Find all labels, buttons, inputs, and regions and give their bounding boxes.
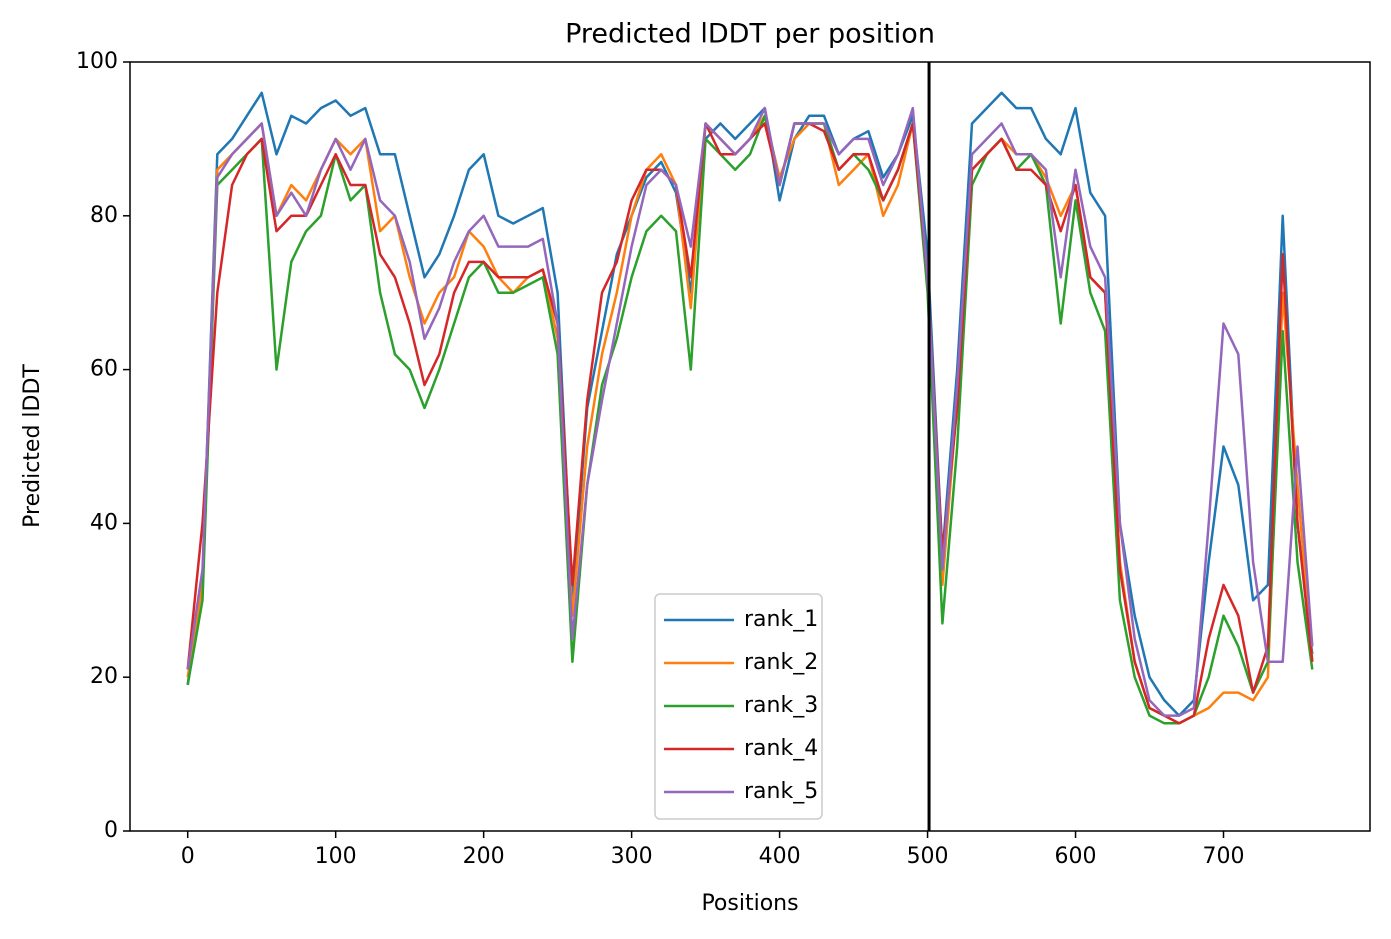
legend-label: rank_4: [744, 736, 818, 761]
chart-title: Predicted lDDT per position: [565, 19, 935, 50]
y-tick-label: 80: [90, 203, 118, 228]
x-tick-label: 700: [1203, 844, 1245, 869]
x-tick-label: 200: [463, 844, 505, 869]
legend-label: rank_3: [744, 693, 818, 718]
x-tick-label: 400: [759, 844, 801, 869]
plot-frame: [129, 61, 1371, 832]
legend-box: [654, 593, 823, 820]
y-axis-label: Predicted lDDT: [20, 364, 45, 528]
x-tick-label: 100: [315, 844, 357, 869]
x-tick-label: 0: [181, 844, 195, 869]
x-tick-label: 300: [611, 844, 653, 869]
y-tick-label: 60: [90, 357, 118, 382]
x-tick-label: 600: [1055, 844, 1097, 869]
y-tick-label: 100: [76, 49, 118, 74]
legend-label: rank_1: [744, 607, 818, 632]
x-tick-label: 500: [907, 844, 949, 869]
series-line: [186, 106, 1314, 717]
y-tick-label: 20: [90, 664, 118, 689]
y-tick-label: 40: [90, 510, 118, 535]
x-axis-label: Positions: [701, 891, 798, 916]
legend-label: rank_5: [744, 779, 818, 804]
series-line: [186, 114, 1314, 725]
y-tick-label: 0: [104, 818, 118, 843]
legend-label: rank_2: [744, 650, 818, 675]
